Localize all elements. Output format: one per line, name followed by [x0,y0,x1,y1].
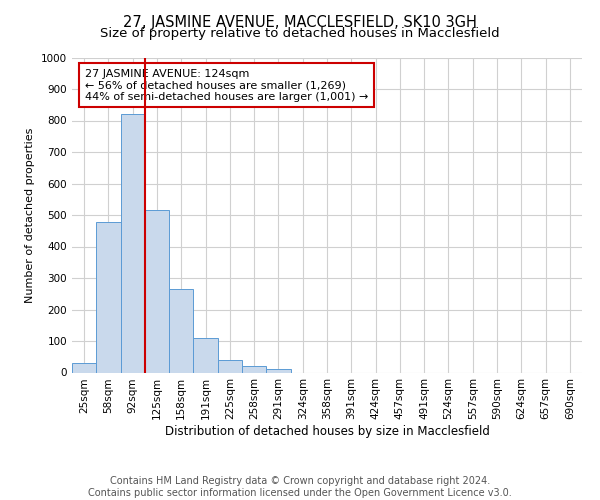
Bar [169,289,193,372]
Bar [193,338,218,372]
X-axis label: Distribution of detached houses by size in Macclesfield: Distribution of detached houses by size … [164,425,490,438]
Bar [242,366,266,372]
Y-axis label: Number of detached properties: Number of detached properties [25,128,35,302]
Bar [145,210,169,372]
Bar [72,363,96,372]
Bar [96,222,121,372]
Text: Contains HM Land Registry data © Crown copyright and database right 2024.
Contai: Contains HM Land Registry data © Crown c… [88,476,512,498]
Text: 27 JASMINE AVENUE: 124sqm
← 56% of detached houses are smaller (1,269)
44% of se: 27 JASMINE AVENUE: 124sqm ← 56% of detac… [85,68,368,102]
Bar [121,114,145,372]
Bar [218,360,242,372]
Text: Size of property relative to detached houses in Macclesfield: Size of property relative to detached ho… [100,28,500,40]
Text: 27, JASMINE AVENUE, MACCLESFIELD, SK10 3GH: 27, JASMINE AVENUE, MACCLESFIELD, SK10 3… [123,15,477,30]
Bar [266,370,290,372]
